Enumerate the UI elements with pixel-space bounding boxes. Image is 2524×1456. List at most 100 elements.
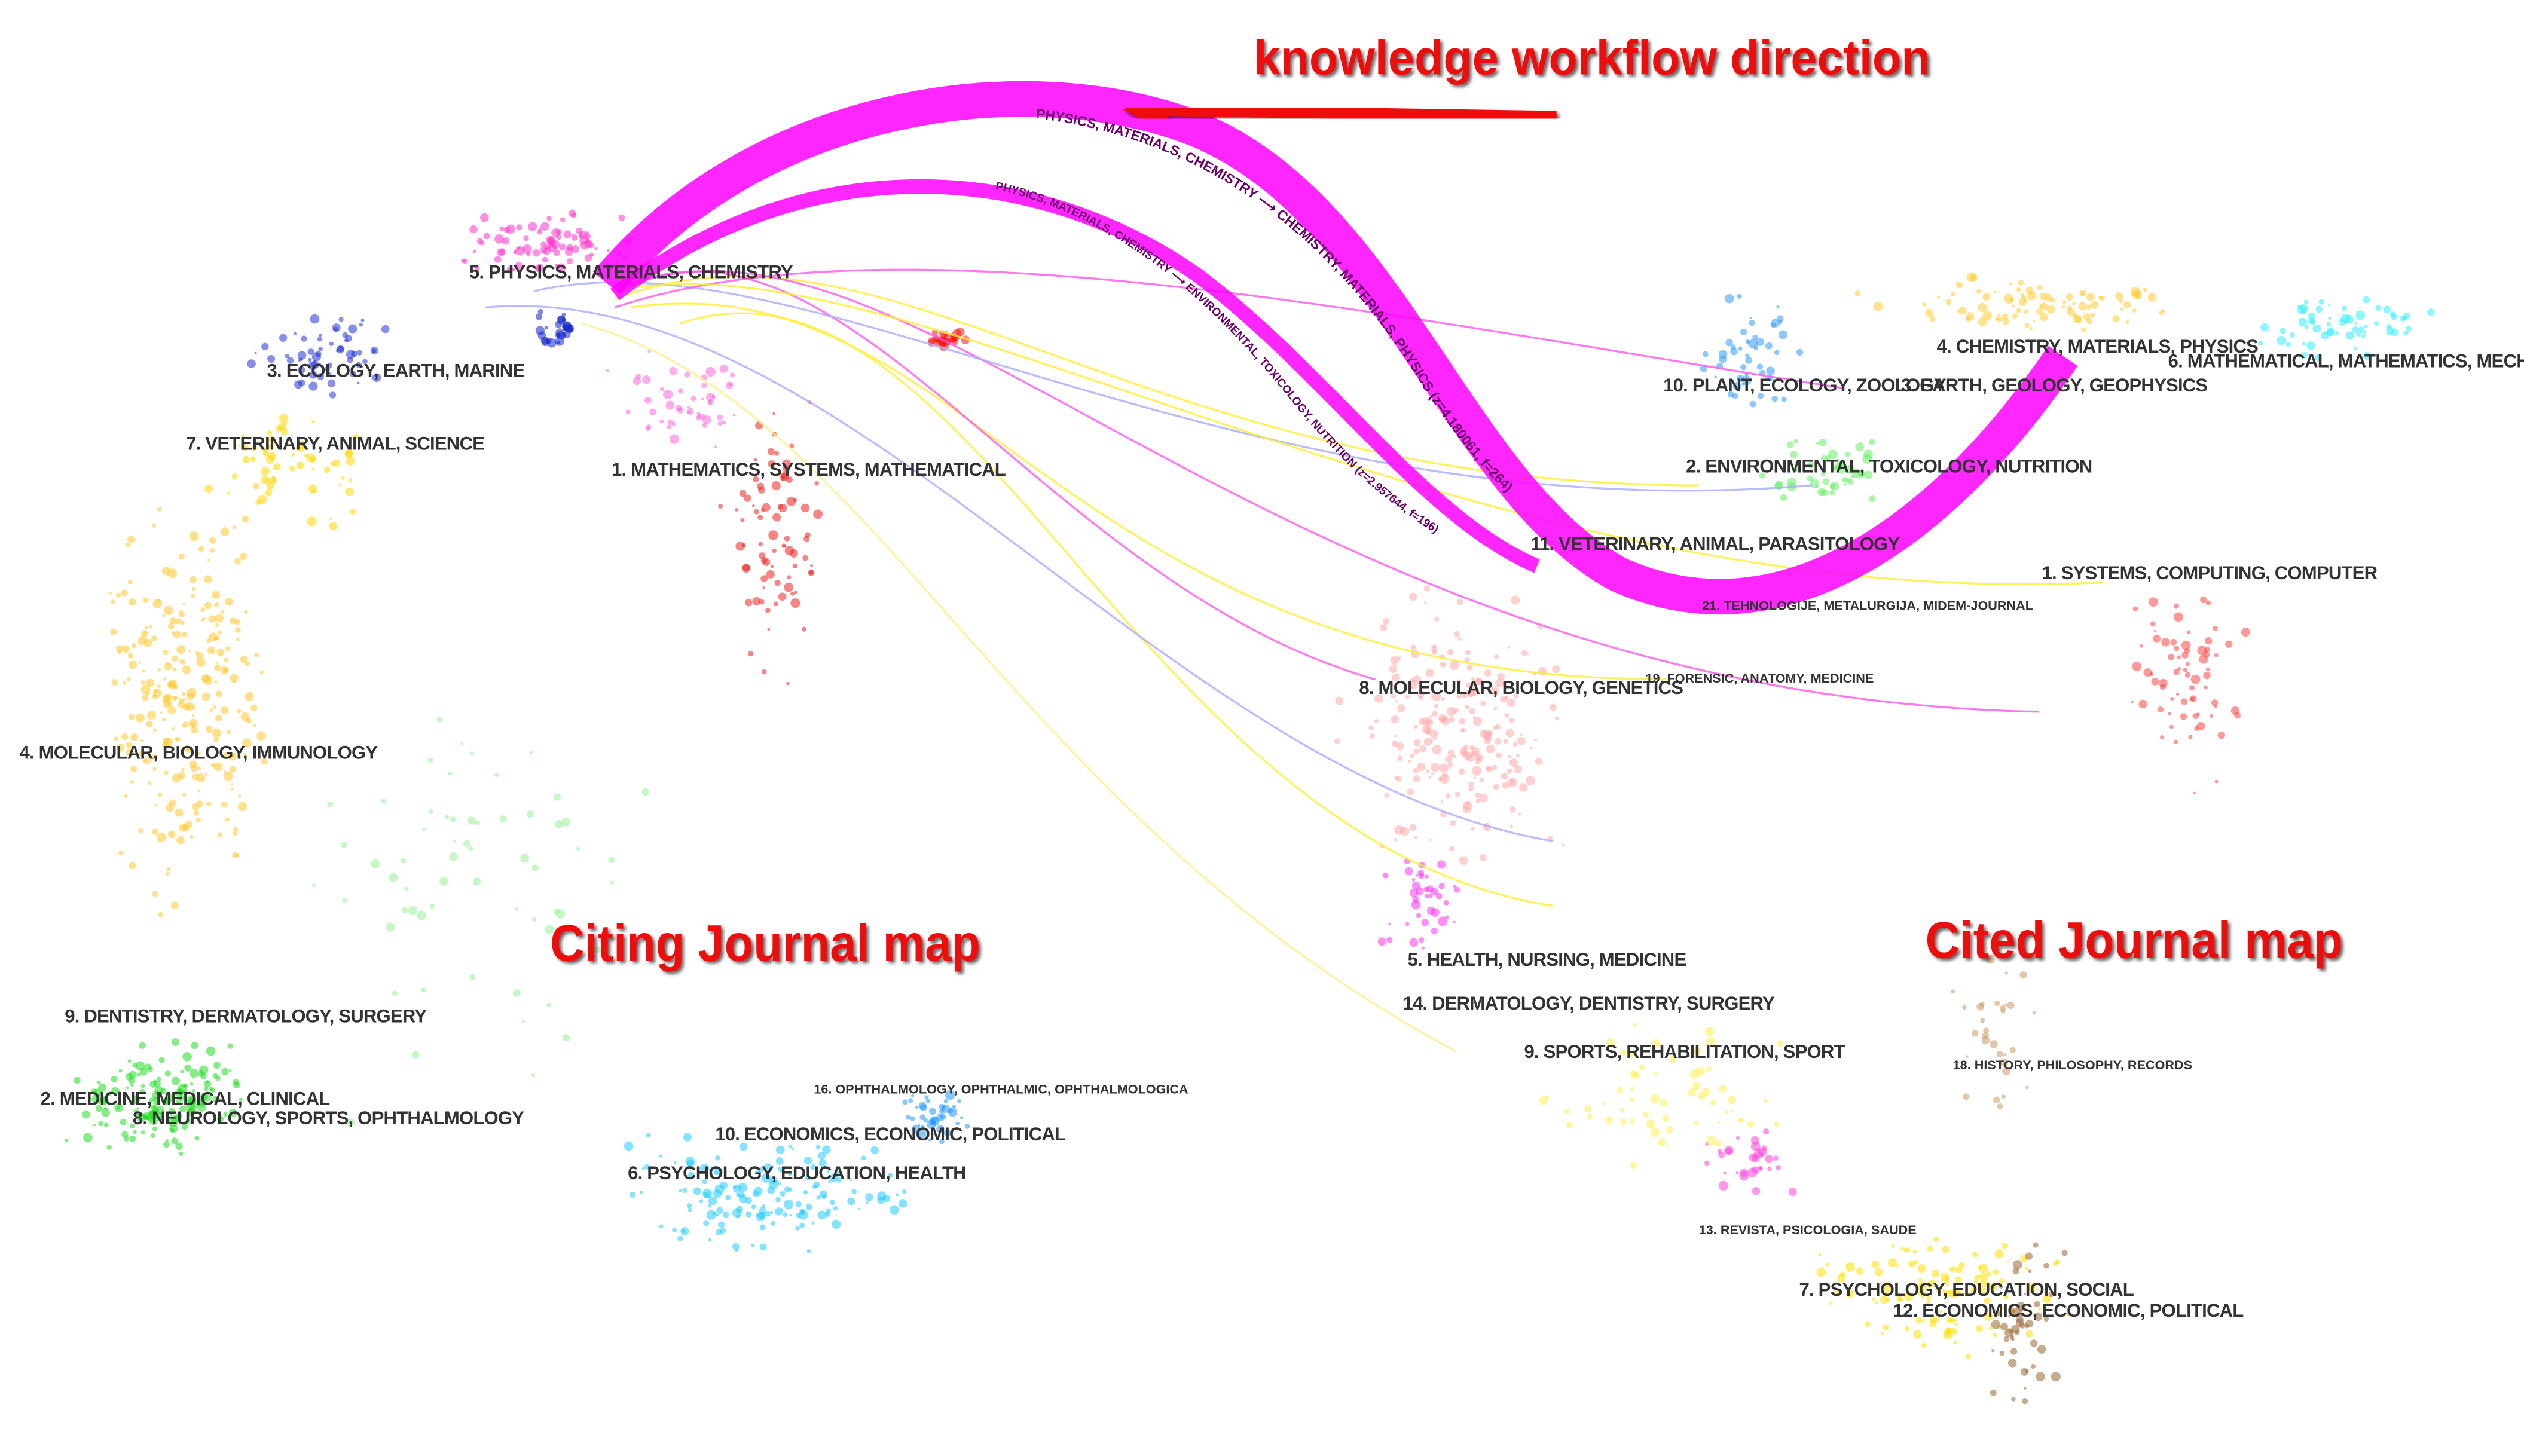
journal-dot xyxy=(690,396,696,402)
journal-dot xyxy=(761,669,767,675)
journal-dot xyxy=(674,1161,677,1164)
journal-dot xyxy=(2180,713,2187,720)
cluster-label: 5. HEALTH, NURSING, MEDICINE xyxy=(1408,949,1686,970)
journal-dot xyxy=(329,522,338,531)
journal-dot xyxy=(268,443,274,451)
journal-dot xyxy=(1757,393,1764,399)
journal-dot xyxy=(172,727,175,731)
journal-dot xyxy=(297,366,305,374)
journal-dot xyxy=(1335,696,1344,705)
journal-dot xyxy=(156,1076,162,1082)
journal-dot xyxy=(788,1187,793,1192)
journal-dot xyxy=(1429,729,1438,739)
journal-dot xyxy=(1418,873,1425,879)
journal-dot xyxy=(318,334,322,337)
journal-dot xyxy=(223,770,226,773)
journal-dot xyxy=(1761,1145,1767,1151)
journal-dot xyxy=(2042,1295,2052,1304)
journal-dot xyxy=(190,834,194,839)
journal-dot xyxy=(171,1137,178,1145)
journal-dot xyxy=(579,233,583,237)
journal-dot xyxy=(1999,1278,2006,1285)
journal-dot xyxy=(1821,472,1826,477)
journal-dot xyxy=(686,408,694,415)
journal-dot xyxy=(116,743,125,752)
journal-dot xyxy=(523,235,529,241)
journal-dot xyxy=(178,553,185,560)
journal-dot xyxy=(2019,971,2027,979)
journal-dot xyxy=(1846,1289,1855,1298)
journal-dot xyxy=(1865,1321,1871,1327)
journal-dot xyxy=(1717,1121,1720,1124)
journal-dot xyxy=(925,1099,931,1103)
journal-dot xyxy=(145,626,148,629)
journal-dot xyxy=(2025,1267,2029,1271)
journal-dot xyxy=(253,482,259,490)
journal-dot xyxy=(2037,284,2043,290)
journal-dot xyxy=(708,1196,717,1206)
journal-dot xyxy=(1766,366,1775,376)
journal-dot xyxy=(576,846,580,851)
journal-dot xyxy=(171,1038,179,1047)
journal-dot xyxy=(156,833,166,843)
journal-dot xyxy=(262,448,268,453)
journal-dot xyxy=(2352,326,2359,334)
journal-dot xyxy=(152,891,158,897)
journal-dot xyxy=(784,582,793,592)
journal-dot xyxy=(158,1057,165,1063)
journal-dot xyxy=(677,407,684,414)
journal-dot xyxy=(788,1172,792,1176)
journal-dot xyxy=(686,1160,695,1168)
journal-dot xyxy=(179,612,185,618)
journal-dot xyxy=(1646,1119,1655,1129)
journal-dot xyxy=(267,430,273,436)
journal-dot xyxy=(1996,1050,2004,1058)
journal-dot xyxy=(1514,765,1523,774)
journal-dot xyxy=(172,773,181,783)
journal-dot xyxy=(1425,721,1429,726)
cluster-label: 19. FORENSIC, ANATOMY, MEDICINE xyxy=(1645,671,1874,686)
journal-dot xyxy=(98,1084,107,1093)
journal-dot xyxy=(2328,316,2332,320)
journal-dot xyxy=(353,433,359,440)
journal-dot xyxy=(1923,1319,1926,1322)
journal-dot xyxy=(429,903,435,909)
journal-dot xyxy=(816,1195,821,1200)
journal-dot xyxy=(181,1123,188,1130)
journal-dot xyxy=(332,323,341,332)
journal-dot xyxy=(1432,711,1438,717)
journal-dot xyxy=(1974,1280,1979,1284)
journal-dot xyxy=(146,721,153,727)
journal-dot xyxy=(708,401,712,405)
journal-dot xyxy=(1484,669,1492,677)
journal-dot xyxy=(547,338,557,348)
journal-dot xyxy=(1715,1140,1722,1147)
journal-dot xyxy=(1904,1326,1910,1332)
journal-dot xyxy=(348,324,357,334)
journal-dot xyxy=(760,575,768,583)
journal-dot xyxy=(138,661,142,665)
journal-dot xyxy=(152,1096,157,1102)
journal-dot xyxy=(703,1191,710,1199)
journal-dot xyxy=(176,645,186,654)
journal-dot xyxy=(522,244,532,254)
journal-dot xyxy=(401,907,408,914)
journal-dot xyxy=(461,258,466,263)
journal-dot xyxy=(1856,1267,1864,1275)
journal-dot xyxy=(234,619,241,625)
journal-dot xyxy=(1475,798,1481,803)
journal-dot xyxy=(1936,295,1941,299)
journal-dot xyxy=(772,412,776,415)
journal-dot xyxy=(207,558,211,562)
journal-dot xyxy=(1413,739,1421,747)
journal-dot xyxy=(1884,1289,1890,1295)
journal-dot xyxy=(167,623,175,630)
journal-dot xyxy=(1426,769,1430,773)
journal-dot xyxy=(2184,648,2190,654)
journal-dot xyxy=(644,396,652,404)
journal-dot xyxy=(1845,478,1850,483)
journal-dot xyxy=(182,665,191,674)
journal-dot xyxy=(1737,293,1742,299)
journal-dot xyxy=(1487,691,1491,694)
